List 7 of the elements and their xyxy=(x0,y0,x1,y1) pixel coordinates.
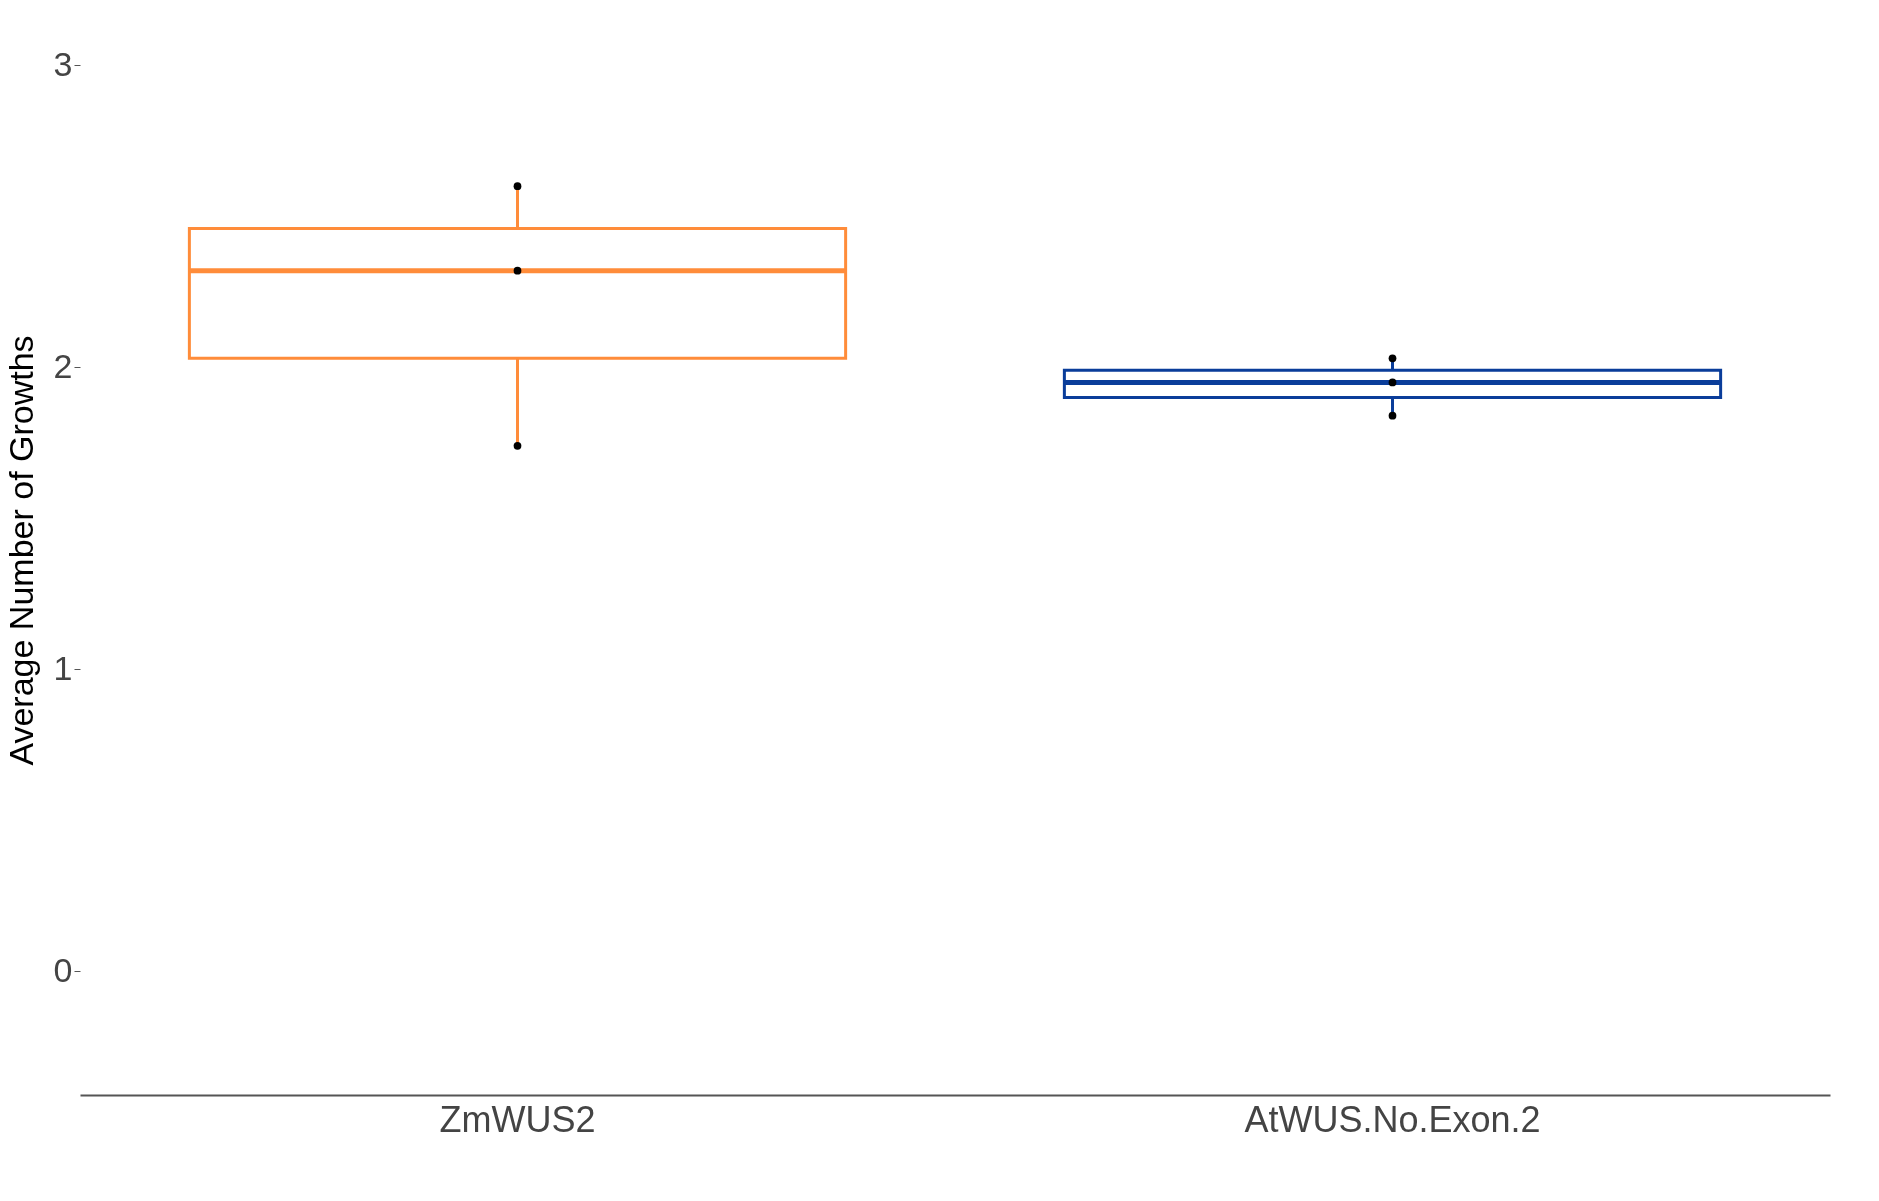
y-axis-title: Average Number of Growths xyxy=(1,335,40,766)
y-tick-label: 3 xyxy=(53,44,73,83)
y-tick-label: 0 xyxy=(53,950,73,989)
y-tick-label: 2 xyxy=(53,346,73,385)
y-tick-label: 1 xyxy=(53,648,73,687)
x-tick-label: AtWUS.No.Exon.2 xyxy=(1244,1098,1541,1140)
x-tick-label: ZmWUS2 xyxy=(439,1098,596,1140)
